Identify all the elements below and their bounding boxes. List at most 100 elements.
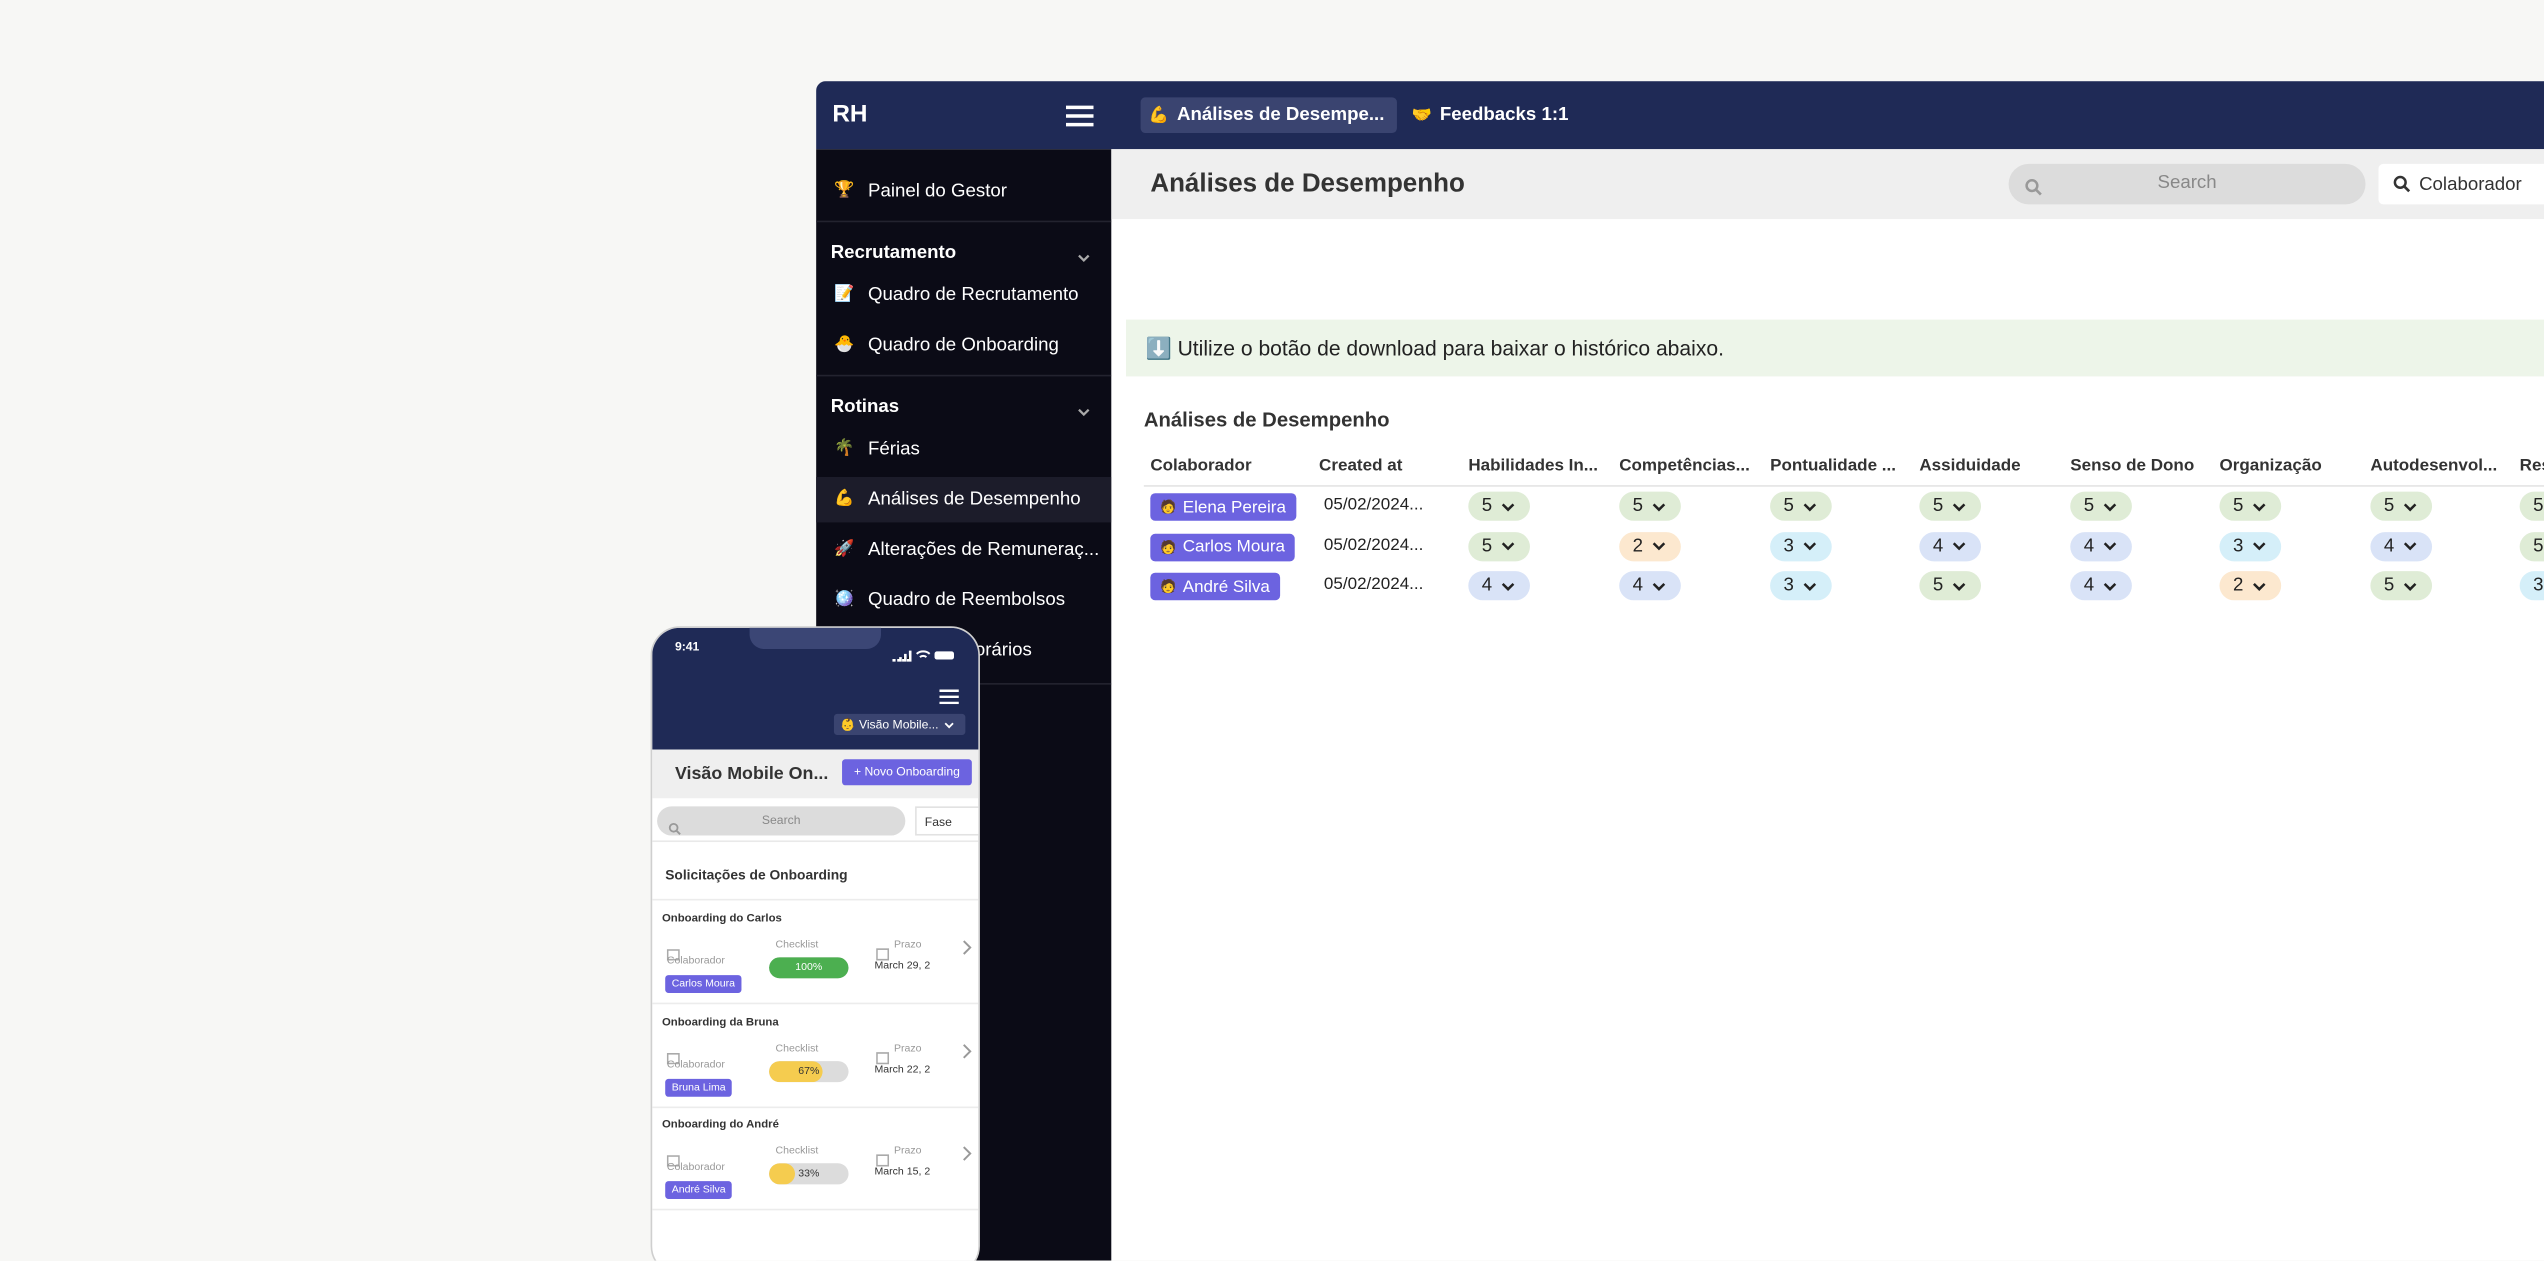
rating-select[interactable]: 5 bbox=[1468, 491, 1530, 521]
tab[interactable]: 💪 Análises de Desempe... bbox=[1140, 97, 1398, 134]
rating-chevron bbox=[2250, 537, 2268, 555]
desktop-window: RH 💪 Análises de Desempe... 🤝 Feedbacks 1:1 🏆… bbox=[816, 81, 2544, 1261]
sidebar-item[interactable]: 🏆 Painel do Gestor bbox=[816, 169, 1111, 214]
view-selector[interactable]: 👶 Visão Mobile... bbox=[833, 713, 966, 735]
field-label: Colaborador bbox=[666, 1161, 725, 1174]
rating-value: 4 bbox=[1932, 536, 1944, 556]
rating-select[interactable]: 4 bbox=[2070, 571, 2132, 601]
rating-select[interactable]: 3 bbox=[2519, 571, 2544, 601]
section-title: Solicitações de Onboarding bbox=[665, 866, 848, 883]
rating-chevron bbox=[2401, 497, 2419, 515]
header-divider bbox=[1143, 485, 2544, 487]
menu-button[interactable] bbox=[1065, 105, 1094, 127]
rating-value: 5 bbox=[2533, 496, 2544, 516]
page-title: Análises de Desempenho bbox=[1150, 170, 1465, 198]
item-label: Quadro de Onboarding bbox=[868, 335, 1059, 356]
onboarding-card[interactable]: Onboarding do Carlos Colaborador Carlos Mo… bbox=[652, 900, 979, 1005]
rating-select[interactable]: 5 bbox=[1619, 491, 1681, 521]
onboarding-card[interactable]: Onboarding da Bruna Colaborador Bruna Lima… bbox=[652, 1003, 979, 1108]
column-header: Autodesenvol... bbox=[2370, 455, 2498, 476]
rating-value: 5 bbox=[1481, 536, 1493, 556]
rating-select[interactable]: 5 bbox=[2070, 491, 2132, 521]
section-label: Rotinas bbox=[830, 397, 900, 417]
tab-icon: 🤝 bbox=[1411, 106, 1432, 125]
rating-select[interactable]: 4 bbox=[2070, 531, 2132, 561]
tab[interactable]: 🤝 Feedbacks 1:1 bbox=[1403, 97, 1581, 133]
mobile-title-bar: Visão Mobile On... + Novo Onboarding bbox=[652, 749, 979, 799]
rating-select[interactable]: 4 bbox=[2370, 531, 2433, 561]
sidebar-item[interactable]: 🪩 Quadro de Reembolsos bbox=[816, 578, 1111, 623]
rating-select[interactable]: 4 bbox=[1619, 571, 1681, 601]
field-label: Colaborador bbox=[666, 1058, 725, 1071]
sidebar-item[interactable]: 🌴 Férias bbox=[816, 427, 1111, 472]
filter-button[interactable]: Colaborador bbox=[2378, 163, 2544, 205]
rating-value: 4 bbox=[1632, 575, 1644, 596]
rating-chevron bbox=[2101, 497, 2119, 515]
phase-filter[interactable]: Fase bbox=[915, 806, 979, 836]
rating-value: 3 bbox=[1783, 575, 1794, 596]
rating-select[interactable]: 3 bbox=[1770, 571, 1832, 601]
rating-select[interactable]: 5 bbox=[2219, 491, 2282, 521]
onboarding-card[interactable]: Onboarding do André Colaborador André Silv… bbox=[652, 1107, 979, 1211]
person-name: Carlos Moura bbox=[671, 978, 735, 990]
sidebar-divider bbox=[816, 220, 1112, 223]
rating-select[interactable]: 5 bbox=[2370, 571, 2433, 601]
search-box[interactable]: Search bbox=[2008, 163, 2366, 205]
section-chevron bbox=[1076, 399, 1092, 417]
rating-select[interactable]: 2 bbox=[2219, 571, 2282, 601]
sidebar-item[interactable]: 🐣 Quadro de Onboarding bbox=[816, 323, 1111, 368]
person-name: Bruna Lima bbox=[671, 1081, 726, 1093]
rating-select[interactable]: 2 bbox=[1619, 531, 1681, 561]
rating-chevron bbox=[2401, 537, 2419, 555]
item-icon: 🪩 bbox=[833, 590, 855, 609]
mobile-content-bg bbox=[652, 840, 979, 843]
progress-label: 100% bbox=[795, 962, 823, 974]
rating-select[interactable]: 3 bbox=[1770, 531, 1832, 561]
field-label: Checklist bbox=[775, 1145, 819, 1157]
person-chip[interactable]: 🧑 Elena Pereira bbox=[1150, 493, 1296, 521]
tab-label: Feedbacks 1:1 bbox=[1439, 105, 1569, 125]
rating-select[interactable]: 4 bbox=[1468, 571, 1530, 601]
person-chip[interactable]: 🧑 André Silva bbox=[1150, 572, 1280, 601]
item-label: Análises de Desempenho bbox=[868, 489, 1081, 510]
item-icon: 📝 bbox=[833, 285, 855, 304]
item-icon: 🏆 bbox=[833, 181, 855, 200]
rating-select[interactable]: 5 bbox=[1919, 571, 1982, 601]
rating-value: 3 bbox=[2232, 536, 2244, 556]
sidebar-item[interactable]: 📝 Quadro de Recrutamento bbox=[816, 273, 1111, 318]
rating-select[interactable]: 5 bbox=[1770, 491, 1832, 521]
rating-select[interactable]: 5 bbox=[1468, 531, 1530, 561]
card-divider bbox=[652, 1208, 979, 1211]
rating-select[interactable]: 4 bbox=[1919, 531, 1982, 561]
card-chevron bbox=[960, 1039, 973, 1058]
rating-select[interactable]: 5 bbox=[2519, 491, 2544, 521]
sidebar-item[interactable]: 🚀 Alterações de Remuneraç... bbox=[816, 527, 1111, 572]
new-button[interactable]: + Novo Onboarding bbox=[842, 759, 972, 786]
rating-select[interactable]: 5 bbox=[2370, 491, 2433, 521]
rating-select[interactable]: 5 bbox=[1919, 491, 1982, 521]
mobile-search[interactable]: Search bbox=[657, 806, 906, 836]
person-glyph bbox=[666, 1145, 680, 1167]
rating-value: 4 bbox=[2083, 536, 2095, 556]
page-header: Análises de Desempenho Search Colaborador bbox=[1111, 149, 2544, 220]
card-divider bbox=[652, 1105, 979, 1108]
item-label: Alterações de Remuneraç... bbox=[868, 540, 1100, 560]
selector-chevron bbox=[943, 718, 956, 731]
person-chip[interactable]: 🧑 Carlos Moura bbox=[1150, 532, 1295, 561]
created-at: 05/02/2024... bbox=[1323, 534, 1424, 555]
due-date: March 15, 2 bbox=[874, 1166, 931, 1178]
field-label: Colaborador bbox=[666, 955, 725, 967]
person-name: André Silva bbox=[1182, 576, 1270, 597]
rating-select[interactable]: 5 bbox=[2519, 531, 2544, 561]
rating-select[interactable]: 3 bbox=[2219, 531, 2282, 561]
rating-chevron bbox=[1800, 577, 1818, 595]
rating-value: 5 bbox=[1481, 496, 1493, 516]
sidebar-item[interactable]: 💪 Análises de Desempenho bbox=[816, 477, 1112, 523]
rating-chevron bbox=[1650, 577, 1668, 595]
rating-value: 5 bbox=[1932, 575, 1944, 596]
item-icon: 🚀 bbox=[833, 540, 855, 559]
rating-chevron bbox=[1950, 577, 1968, 595]
rating-value: 5 bbox=[1783, 496, 1794, 516]
column-header: Competências... bbox=[1619, 455, 1750, 476]
